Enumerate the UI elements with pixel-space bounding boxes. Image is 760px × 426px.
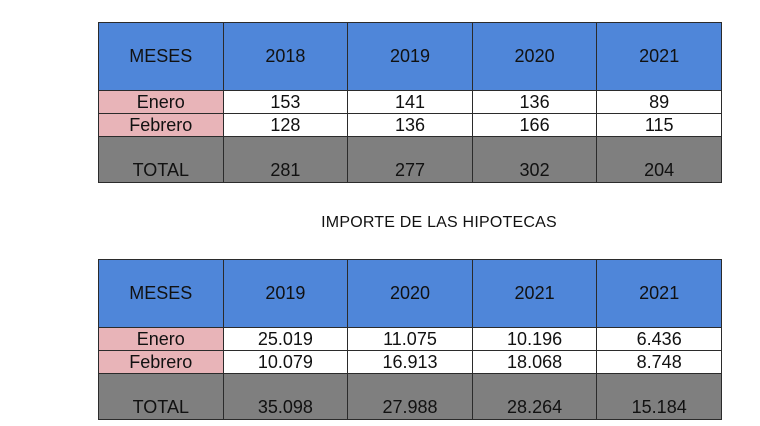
total-value: 35.098	[222, 373, 349, 420]
value-cell: 10.196	[471, 327, 598, 351]
header-cell: 2021	[596, 22, 722, 91]
header-cell: 2018	[222, 22, 349, 91]
total-value: 302	[471, 136, 598, 183]
value-cell: 6.436	[596, 327, 722, 351]
value-cell: 25.019	[222, 327, 349, 351]
table-row: Febrero 10.079 16.913 18.068 8.748	[98, 350, 722, 374]
section-title: IMPORTE DE LAS HIPOTECAS	[321, 214, 557, 231]
header-cell: 2019	[347, 22, 473, 91]
value-cell: 11.075	[347, 327, 473, 351]
total-label: TOTAL	[98, 136, 224, 183]
total-value: 15.184	[596, 373, 722, 420]
value-cell: 128	[222, 113, 349, 137]
total-value: 27.988	[347, 373, 473, 420]
value-cell: 8.748	[596, 350, 722, 374]
value-cell: 115	[596, 113, 722, 137]
header-cell: MESES	[98, 22, 224, 91]
total-label: TOTAL	[98, 373, 224, 420]
header-cell: 2020	[471, 22, 598, 91]
table-row: Enero 153 141 136 89	[98, 90, 722, 114]
value-cell: 136	[347, 113, 473, 137]
month-cell: Febrero	[98, 350, 224, 374]
table-row: Enero 25.019 11.075 10.196 6.436	[98, 327, 722, 351]
table-row: Febrero 128 136 166 115	[98, 113, 722, 137]
value-cell: 141	[347, 90, 473, 114]
value-cell: 89	[596, 90, 722, 114]
value-cell: 136	[471, 90, 598, 114]
mortgage-count-table: MESES 2018 2019 2020 2021 Enero 153 141 …	[98, 22, 722, 183]
total-value: 204	[596, 136, 722, 183]
table-header-row: MESES 2018 2019 2020 2021	[98, 22, 722, 91]
mortgage-amount-table: MESES 2019 2020 2021 2021 Enero 25.019 1…	[98, 259, 722, 420]
month-cell: Enero	[98, 90, 224, 114]
month-cell: Febrero	[98, 113, 224, 137]
header-cell: MESES	[98, 259, 224, 328]
total-row: TOTAL 281 277 302 204	[98, 136, 722, 183]
value-cell: 166	[471, 113, 598, 137]
value-cell: 16.913	[347, 350, 473, 374]
value-cell: 18.068	[471, 350, 598, 374]
total-value: 28.264	[471, 373, 598, 420]
header-cell: 2021	[596, 259, 722, 328]
month-cell: Enero	[98, 327, 224, 351]
total-row: TOTAL 35.098 27.988 28.264 15.184	[98, 373, 722, 420]
table-header-row: MESES 2019 2020 2021 2021	[98, 259, 722, 328]
header-cell: 2019	[222, 259, 349, 328]
total-value: 281	[222, 136, 349, 183]
header-cell: 2020	[347, 259, 473, 328]
header-cell: 2021	[471, 259, 598, 328]
total-value: 277	[347, 136, 473, 183]
value-cell: 10.079	[222, 350, 349, 374]
value-cell: 153	[222, 90, 349, 114]
